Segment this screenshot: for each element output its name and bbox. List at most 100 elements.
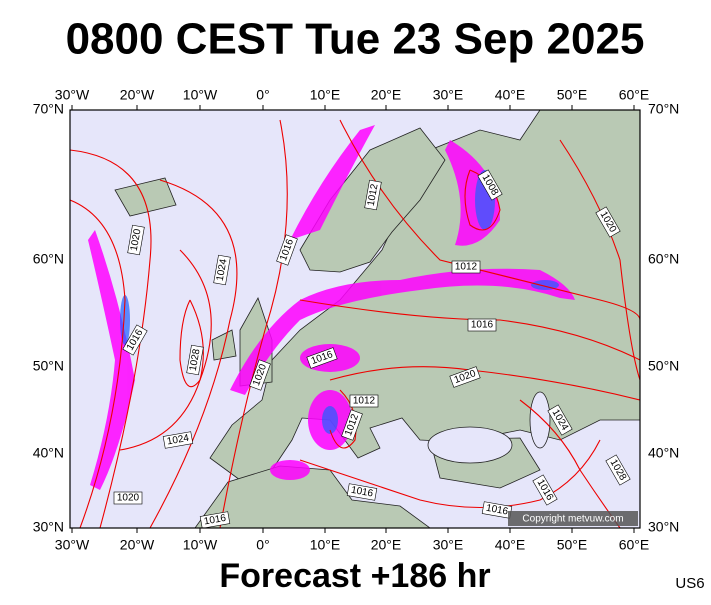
isobar-label-box — [349, 394, 379, 408]
precip-band — [230, 268, 575, 395]
lat-label: 60°N — [648, 251, 679, 267]
lon-label: 50°E — [557, 87, 588, 103]
isobar-label-box — [249, 359, 271, 391]
isobar-label-box — [306, 347, 338, 369]
lon-label: 0° — [256, 87, 269, 103]
lon-label: 10°W — [183, 87, 218, 103]
isobar-label-box — [341, 409, 363, 441]
precip-band — [88, 230, 135, 490]
isobar — [219, 119, 288, 528]
isobar — [149, 179, 238, 528]
isobar-label-box — [605, 454, 631, 486]
isobar-label-box — [477, 169, 503, 201]
isobar-label-box — [346, 483, 378, 501]
isobar-label: 1012 — [451, 260, 481, 274]
lon-label: 20°W — [120, 87, 155, 103]
copyright-box — [508, 511, 638, 526]
isobar-label-text: 1016 — [471, 320, 494, 331]
isobar-label-text: 1016 — [350, 485, 374, 500]
isobar-label-text: 1024 — [215, 258, 230, 282]
caspian-sea — [529, 391, 551, 449]
isobar — [519, 399, 621, 528]
lon-label: 30°E — [433, 87, 464, 103]
map-frame — [69, 109, 641, 529]
isobar — [179, 299, 204, 388]
isobar-label-box — [595, 206, 621, 238]
isobar-label: 1028 — [186, 344, 204, 376]
lon-label: 30°W — [55, 537, 90, 553]
isobar-label-box — [449, 366, 481, 388]
isobar-label-box — [276, 234, 298, 266]
lon-label: 40°E — [495, 537, 526, 553]
lat-label: 40°N — [33, 445, 64, 461]
isobar-label-text: 1012 — [366, 183, 381, 207]
isobar-label-box — [451, 260, 481, 274]
precip-band — [290, 125, 375, 240]
isobar — [70, 199, 126, 528]
isobar-label-text: 1012 — [353, 396, 376, 407]
isobar-label-text: 1024 — [166, 433, 190, 448]
isobar-label-box — [547, 404, 573, 436]
lat-label: 50°N — [33, 358, 64, 374]
lon-label: 30°E — [433, 537, 464, 553]
isobar — [559, 139, 640, 381]
axes: 30°W 30°W 20°W 20°W 10°W 10°W 0° 0° 10°E 10°E 20°E… — [33, 87, 680, 553]
isobar-label-text: 1016 — [485, 503, 509, 518]
lon-label: 30°W — [55, 87, 90, 103]
isobar-label-box — [213, 254, 231, 286]
isobar-label-box — [162, 431, 194, 449]
copyright: Copyright metvuw.com — [522, 514, 623, 525]
lat-label: 30°N — [33, 519, 64, 535]
lat-label: 40°N — [648, 445, 679, 461]
lat-label: 30°N — [648, 519, 679, 535]
isobar-label: 1024 — [213, 254, 231, 286]
isobar-label-text: 1016 — [203, 513, 227, 528]
isobar-label: 1012 — [349, 394, 379, 408]
isobar-label: 1012 — [364, 179, 382, 211]
lon-label: 50°E — [557, 537, 588, 553]
lat-label: 70°N — [33, 101, 64, 117]
map-title: 0800 CEST Tue 23 Sep 2025 — [66, 15, 645, 64]
isobar-label: 1016 — [346, 483, 378, 501]
isobar-label-box — [467, 318, 497, 332]
isobar-label: 1016 — [467, 318, 497, 332]
lat-label: 60°N — [33, 251, 64, 267]
isobar — [329, 389, 357, 449]
isobar-label-text: 1020 — [117, 493, 140, 504]
lon-label: 20°E — [371, 537, 402, 553]
isobar — [299, 299, 640, 361]
lon-label: 60°E — [619, 87, 650, 103]
isobar — [299, 439, 601, 509]
lon-label: 10°E — [310, 537, 341, 553]
lon-label: 40°E — [495, 87, 526, 103]
isobar-label-box — [364, 179, 382, 211]
forecast-label: Forecast +186 hr — [219, 557, 490, 595]
lon-label: 20°E — [371, 87, 402, 103]
isobar-label: 1024 — [162, 431, 194, 449]
isobar-label-box — [199, 511, 231, 528]
isobar-label-text: 1012 — [455, 262, 478, 273]
lon-label: 10°E — [310, 87, 341, 103]
isobar-label-text: 1020 — [129, 228, 144, 252]
africa — [194, 465, 431, 528]
black-sea — [427, 426, 513, 464]
isobar — [70, 149, 152, 528]
model-code: US6 — [675, 575, 704, 592]
map-area: 1020102410161028102010241020101610161012… — [70, 110, 640, 528]
isobar-label: 1016 — [199, 511, 231, 528]
lat-label: 50°N — [648, 358, 679, 374]
isobar-label-box — [532, 474, 558, 506]
isobar-label: 1020 — [127, 224, 145, 256]
lon-label: 10°W — [183, 537, 218, 553]
precip-core — [322, 406, 338, 434]
isobar-label-text: 1028 — [188, 348, 203, 372]
precip-blob — [270, 460, 310, 480]
lon-label: 60°E — [619, 537, 650, 553]
lat-label: 70°N — [648, 101, 679, 117]
isobar-label-box — [113, 491, 143, 505]
isobar-label: 1020 — [113, 491, 143, 505]
isobar-label-box — [122, 324, 148, 356]
lon-label: 20°W — [120, 537, 155, 553]
lon-label: 0° — [256, 537, 269, 553]
